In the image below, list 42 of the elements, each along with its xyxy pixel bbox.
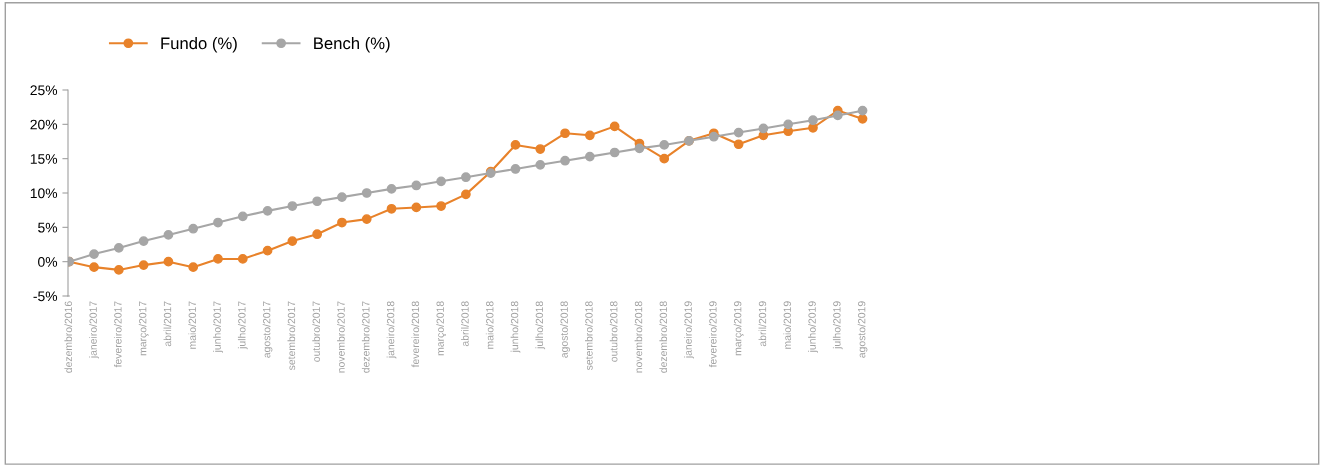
x-tick-label: novembro/2017 bbox=[337, 301, 345, 373]
legend-label: Fundo (%) bbox=[161, 37, 237, 53]
x-tick-label: março/2019 bbox=[733, 301, 744, 356]
x-tick-label: janeiro/2019 bbox=[684, 301, 694, 359]
x-tick-label: fevereiro/2019 bbox=[708, 301, 717, 368]
x-tick-label: janeiro/2017 bbox=[89, 301, 99, 359]
x-tick-label: setembro/2018 bbox=[585, 301, 593, 371]
y-tick-label: 5% bbox=[38, 222, 58, 233]
x-tick-label: abril/2019 bbox=[758, 301, 767, 347]
x-tick-label: novembro/2018 bbox=[634, 301, 643, 373]
x-tick-label: junho/2019 bbox=[808, 301, 818, 353]
x-tick-label: julho/2019 bbox=[832, 301, 843, 350]
x-tick-label: julho/2017 bbox=[237, 301, 248, 350]
y-tick-label: 0% bbox=[38, 257, 58, 267]
x-tick-label: agosto/2017 bbox=[262, 301, 273, 358]
y-tick-label: 10% bbox=[30, 188, 58, 199]
x-tick-label: junho/2018 bbox=[510, 301, 521, 353]
y-tick-label: 20% bbox=[30, 119, 58, 130]
y-tick-label: 15% bbox=[30, 154, 58, 164]
x-tick-label: abril/2018 bbox=[461, 301, 469, 347]
y-tick-label: 25% bbox=[30, 85, 58, 96]
x-tick-label: junho/2017 bbox=[213, 301, 223, 353]
y-tick-label: -5% bbox=[33, 291, 58, 302]
x-tick-label: setembro/2017 bbox=[287, 301, 296, 371]
x-tick-label: agosto/2018 bbox=[560, 301, 570, 358]
x-tick-label: dezembro/2017 bbox=[361, 301, 370, 373]
x-tick-label: outubro/2017 bbox=[312, 301, 320, 362]
x-tick-label: dezembro/2016 bbox=[64, 301, 73, 373]
x-tick-label: julho/2018 bbox=[535, 301, 546, 350]
x-tick-label: fevereiro/2017 bbox=[113, 301, 122, 368]
x-tick-label: março/2018 bbox=[436, 301, 446, 356]
x-tick-label: abril/2017 bbox=[163, 301, 172, 347]
x-tick-label: maio/2017 bbox=[188, 301, 196, 349]
x-tick-label: dezembro/2018 bbox=[659, 301, 668, 373]
x-tick-label: março/2017 bbox=[138, 301, 149, 356]
x-tick-label: janeiro/2018 bbox=[386, 301, 397, 359]
x-tick-label: maio/2019 bbox=[783, 301, 791, 349]
x-tick-label: outubro/2018 bbox=[609, 301, 618, 362]
x-tick-label: maio/2018 bbox=[485, 301, 494, 349]
legend-label: Bench (%) bbox=[314, 37, 390, 53]
x-tick-label: fevereiro/2018 bbox=[411, 301, 420, 368]
x-tick-label: agosto/2019 bbox=[857, 301, 868, 358]
